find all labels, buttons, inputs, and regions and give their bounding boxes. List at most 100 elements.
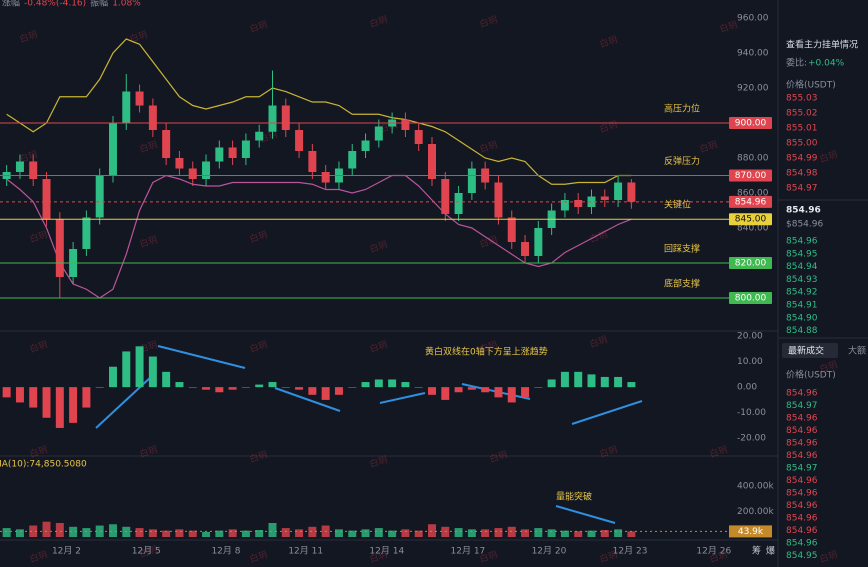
candle-body	[401, 119, 410, 131]
arrow	[379, 392, 426, 404]
bar	[42, 387, 51, 418]
annotation: 量能突破	[556, 491, 592, 503]
candle-body	[281, 105, 290, 131]
bar	[188, 530, 197, 537]
candle-body	[494, 182, 503, 218]
bid-price: 854.90	[786, 313, 818, 323]
x-tick-label: 12月 23	[613, 546, 648, 557]
bar	[202, 531, 211, 537]
ask-price: 855.01	[786, 124, 818, 134]
bar	[454, 528, 463, 537]
candle-body	[614, 182, 623, 200]
bar	[215, 530, 224, 537]
tool-button[interactable]: 爆	[766, 545, 775, 557]
candle-body	[428, 144, 436, 179]
y-tick-label: 860.00	[737, 188, 769, 198]
tab[interactable]: 最新成交	[788, 345, 824, 357]
level-label: 854.96	[735, 197, 767, 207]
last-price: 854.96	[786, 206, 821, 216]
tab[interactable]: 大额	[848, 345, 866, 357]
x-tick-label: 12月 8	[211, 546, 240, 557]
level-note: 高压力位	[664, 103, 700, 115]
annotation: 黄白双线在0轴下方呈上涨趋势	[425, 346, 548, 358]
candle-body	[268, 105, 277, 132]
level-label: 900.00	[735, 119, 767, 129]
candle-body	[175, 158, 184, 169]
candle-body	[55, 219, 64, 277]
trade-price: 854.96	[786, 451, 818, 461]
bar	[228, 529, 237, 537]
x-tick-label: 12月 20	[532, 546, 567, 557]
bar	[614, 529, 623, 537]
ma-label: MA(10):74,850.5080	[0, 460, 87, 470]
bar	[560, 530, 569, 537]
bar	[308, 387, 317, 395]
bar	[15, 529, 24, 537]
bar	[175, 529, 184, 537]
bar	[295, 529, 304, 537]
current-label: 43.9k	[738, 527, 764, 537]
candle-body	[42, 178, 51, 220]
bar	[281, 387, 290, 388]
trade-price: 854.96	[786, 501, 818, 511]
candle-body	[148, 105, 157, 131]
bar	[188, 387, 197, 388]
bar	[534, 387, 543, 388]
candle-body	[454, 192, 463, 214]
y-tick-label: 200.00k	[737, 507, 774, 517]
candle-body	[467, 168, 476, 193]
trade-price: 854.96	[786, 539, 818, 549]
bar	[2, 528, 11, 537]
candle-body	[507, 217, 516, 242]
y-tick-label: 20.00	[737, 332, 763, 342]
bar	[148, 529, 157, 537]
y-tick-label: 400.00k	[737, 482, 774, 492]
candle-body	[202, 161, 211, 179]
bar	[55, 522, 64, 537]
bar	[334, 387, 343, 395]
bar	[2, 387, 11, 398]
bar	[215, 387, 224, 393]
level-tag	[729, 117, 772, 130]
candle-body	[188, 168, 197, 179]
trade-price: 854.95	[786, 551, 818, 561]
bar	[82, 528, 91, 537]
bar	[441, 387, 450, 400]
tool-button[interactable]: 筹	[752, 545, 761, 557]
bar	[202, 387, 211, 390]
candle-body	[308, 151, 317, 172]
bar	[547, 379, 556, 388]
bar	[281, 528, 290, 537]
bar	[42, 521, 51, 537]
bid-price: 854.92	[786, 288, 818, 298]
y-tick-label: 960.00	[737, 14, 769, 24]
tab-active	[782, 343, 838, 358]
ask-price: 855.00	[786, 139, 818, 149]
level-note: 关键位	[664, 199, 691, 211]
bar	[494, 387, 503, 398]
level-tag	[729, 291, 772, 304]
bar	[29, 525, 38, 537]
bar	[547, 529, 556, 537]
bar	[534, 528, 543, 537]
bar	[162, 530, 171, 537]
trade-price: 854.97	[786, 464, 818, 474]
y-tick-label: 840.00	[737, 223, 769, 233]
header-stat: 1.08%	[112, 0, 141, 9]
candle-body	[441, 178, 450, 214]
candle-body	[29, 161, 38, 179]
candle-body	[108, 123, 117, 176]
candle-body	[228, 147, 237, 159]
bar	[334, 529, 343, 537]
level-label: 800.00	[735, 293, 767, 303]
bar	[600, 529, 609, 537]
bid-price: 854.93	[786, 275, 818, 285]
y-tick-label: 880.00	[737, 154, 769, 164]
bar	[255, 384, 264, 388]
bar	[69, 387, 78, 423]
ask-price: 854.97	[786, 184, 818, 194]
candle-body	[122, 91, 131, 124]
candle-body	[241, 140, 250, 159]
bar	[401, 529, 410, 537]
bar	[494, 528, 503, 537]
